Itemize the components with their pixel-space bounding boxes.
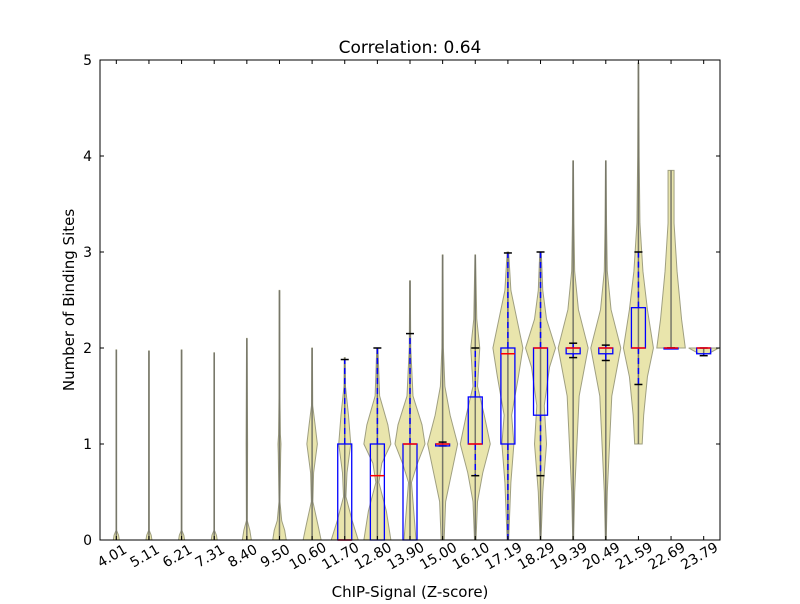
y-tick-label: 1: [83, 437, 92, 453]
y-tick-label: 4: [83, 149, 92, 165]
y-tick-label: 2: [83, 341, 92, 357]
plot-area: [112, 62, 719, 541]
x-axis-label: ChIP-Signal (Z-score): [332, 583, 489, 600]
y-axis: 0 1 2 3 4 5: [83, 53, 720, 549]
box-17.19: [500, 347, 516, 445]
y-tick-label: 5: [83, 53, 92, 69]
y-tick-label: 0: [83, 533, 92, 549]
y-axis-label: Number of Binding Sites: [60, 209, 78, 391]
chart-title: Correlation: 0.64: [339, 38, 482, 58]
y-tick-label: 3: [83, 245, 92, 261]
